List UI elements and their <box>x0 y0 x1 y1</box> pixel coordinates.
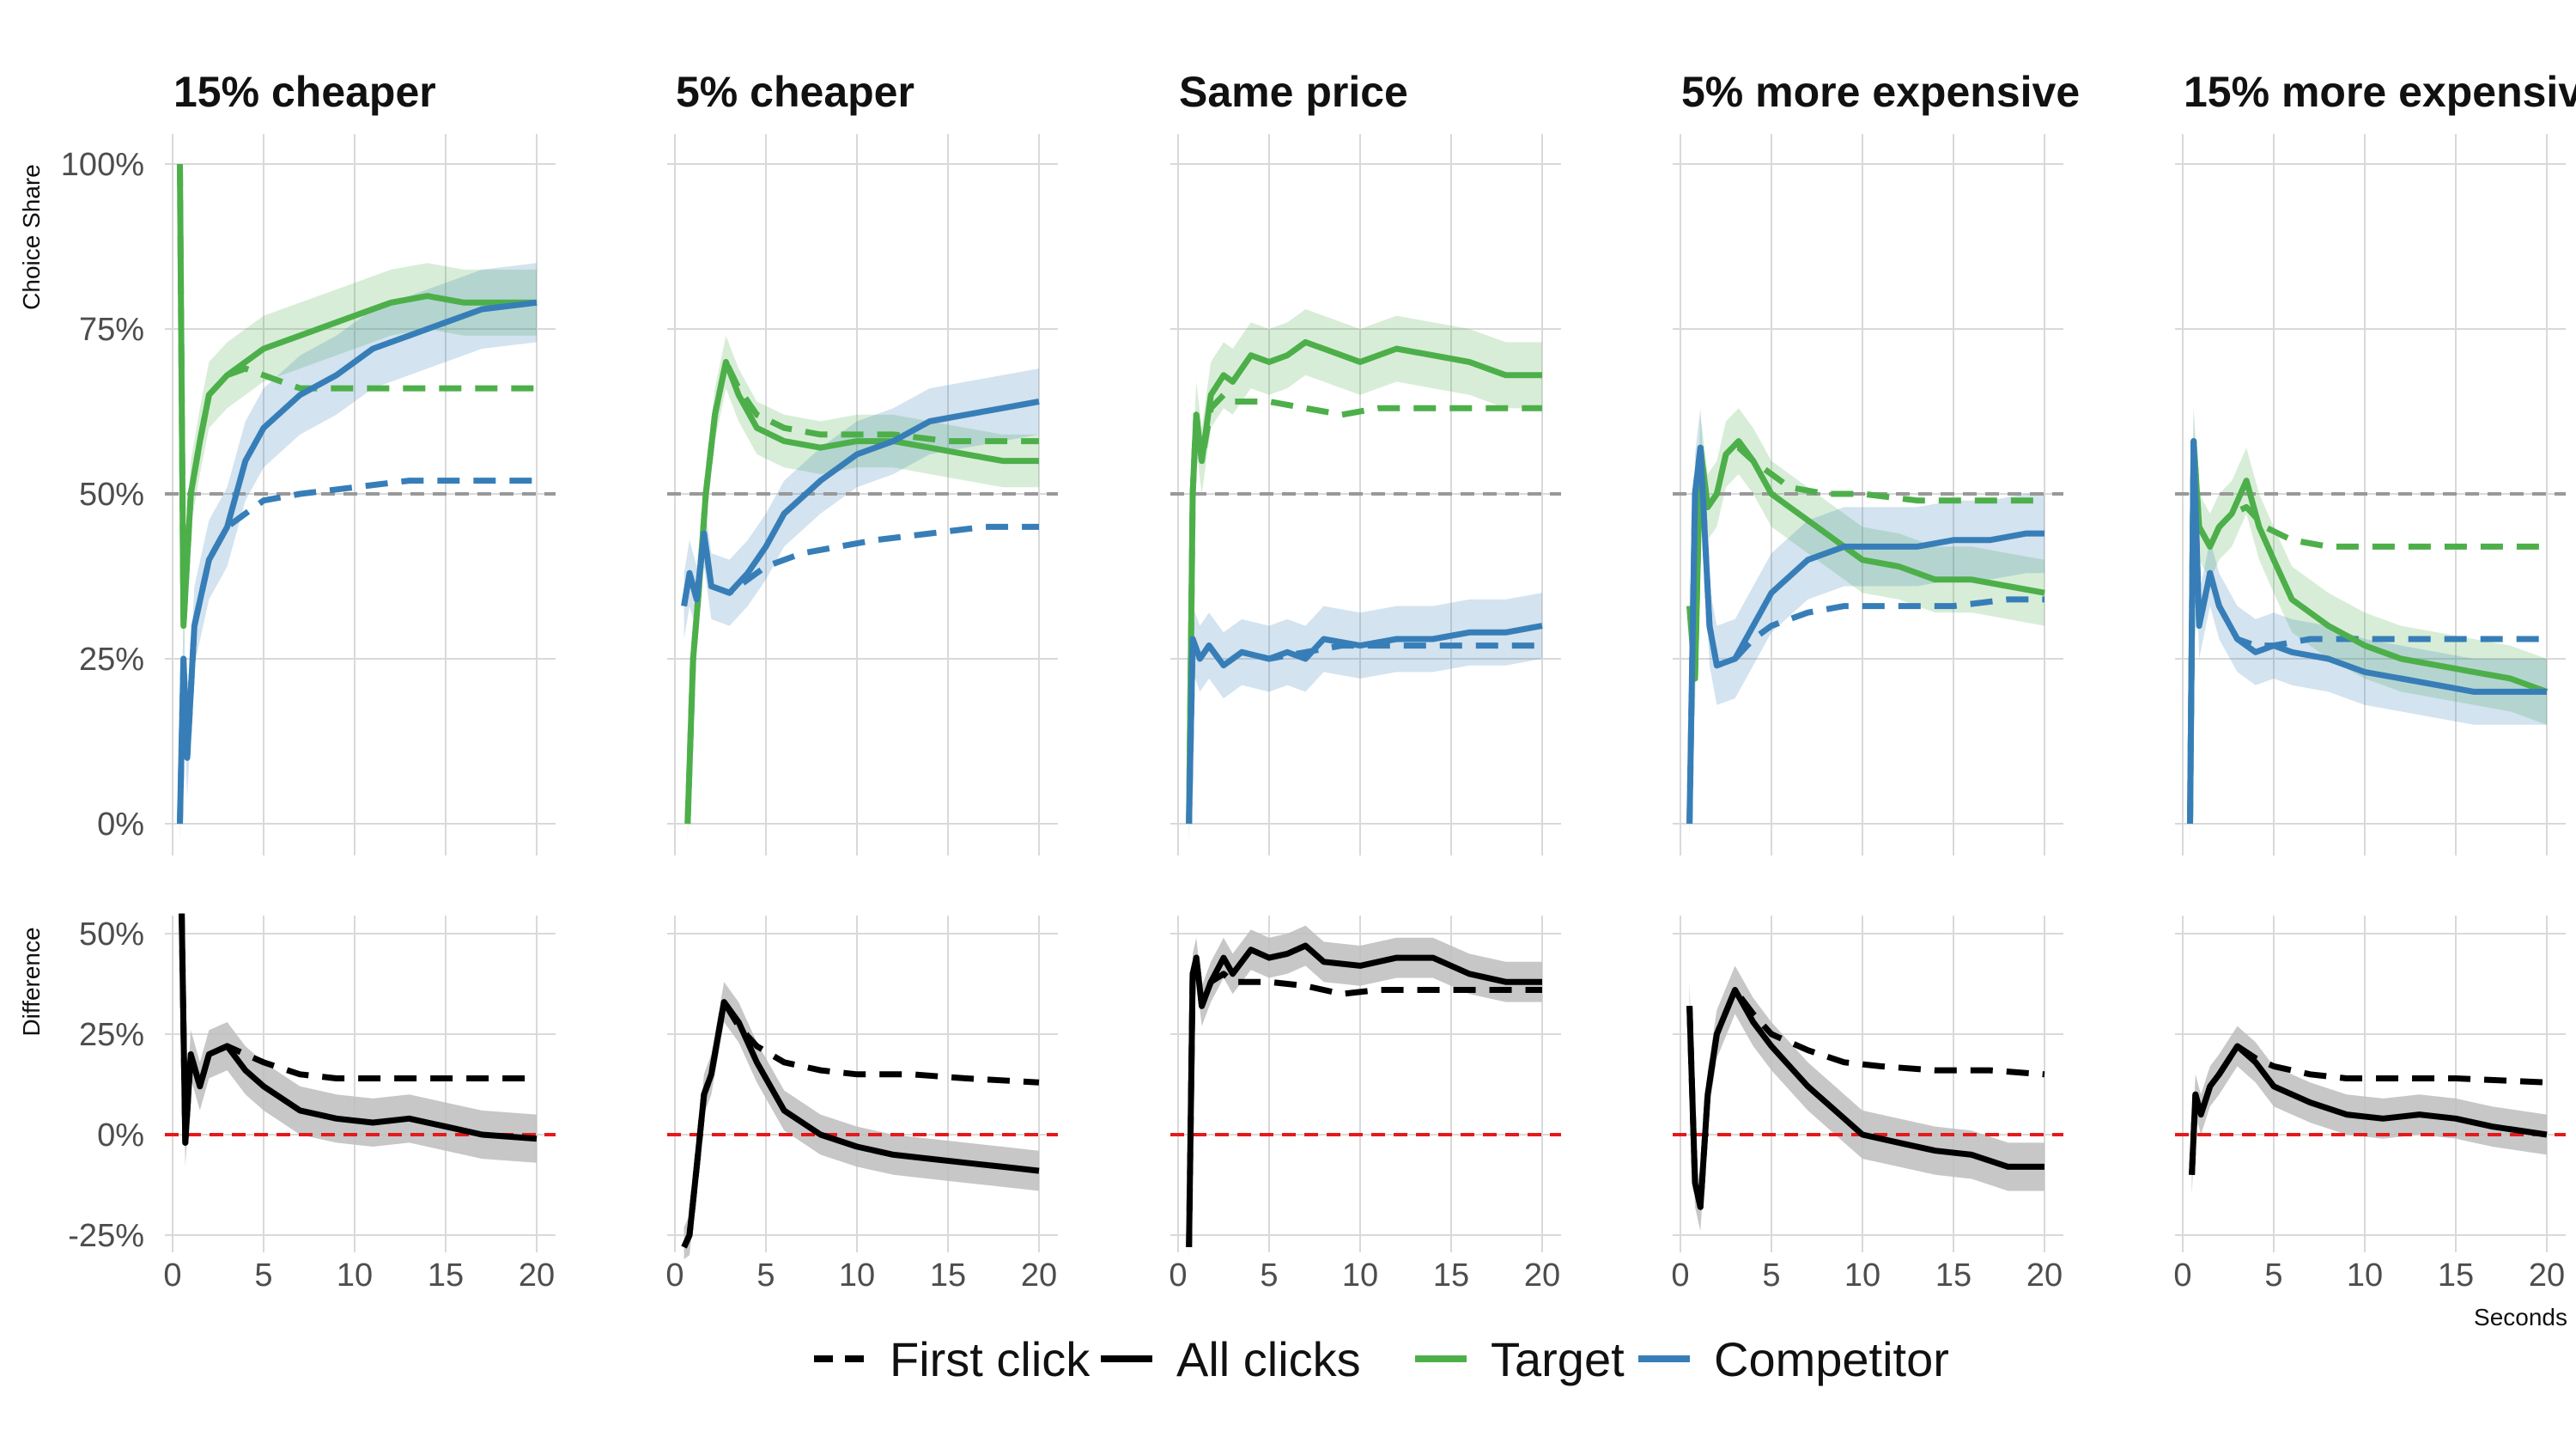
panel-1: 15% cheaper 0 5 10 15 20 0% 25% 50% 75% 100% -25% 0%… <box>18 68 556 1294</box>
chart-legend: Seconds First click All clicks Target Compet… <box>814 1304 2567 1386</box>
panel-title: 15% cheaper <box>173 68 436 116</box>
x-tick-label: 0 <box>1671 1257 1689 1294</box>
x-tick-label: 15 <box>930 1257 966 1294</box>
competitor-all-clicks-line <box>2187 438 2547 825</box>
legend-item: Target <box>1415 1332 1625 1386</box>
legend-label: All clicks <box>1176 1332 1361 1386</box>
x-tick-label: 5 <box>1762 1257 1780 1294</box>
competitor-confidence-band <box>1689 408 2044 843</box>
x-tick-label: 5 <box>2264 1257 2282 1294</box>
difference-first-click-line <box>1186 954 1542 1248</box>
target-all-clicks-line <box>177 163 537 630</box>
x-tick-label: 15 <box>428 1257 464 1294</box>
target-confidence-band <box>2190 408 2547 843</box>
x-tick-label: 20 <box>1524 1257 1560 1294</box>
competitor-confidence-band <box>179 263 537 843</box>
panel-title: 15% more expensive <box>2184 68 2576 116</box>
legend-item: Competitor <box>1638 1332 1949 1386</box>
x-axis-title: Seconds <box>2474 1304 2567 1330</box>
panel-5: 15% more expensive 0 5 10 15 20 <box>2173 68 2576 1294</box>
target-confidence-band <box>179 164 537 659</box>
difference-all-clicks-line <box>1686 987 2044 1210</box>
x-tick-label: 20 <box>2026 1257 2063 1294</box>
x-tick-label: 5 <box>254 1257 272 1294</box>
legend-label: Competitor <box>1714 1332 1949 1386</box>
difference-confidence-band <box>181 909 537 1167</box>
difference-all-clicks-line <box>179 913 538 1146</box>
x-tick-label: 10 <box>2347 1257 2383 1294</box>
y-axis-title-bottom: Difference <box>18 927 45 1036</box>
difference-confidence-band <box>683 982 1039 1260</box>
y-tick-label: 75% <box>79 312 144 348</box>
panel-4: 5% more expensive 0 5 10 15 20 <box>1671 68 2080 1294</box>
panel-title: 5% more expensive <box>1681 68 2080 116</box>
legend-item: All clicks <box>1101 1332 1361 1386</box>
competitor-all-clicks-line <box>177 299 538 825</box>
chart-panels: 15% cheaper 0 5 10 15 20 0% 25% 50% 75% 100% -25% 0%… <box>18 68 2576 1294</box>
x-tick-label: 5 <box>756 1257 775 1294</box>
y-tick-label: 25% <box>79 1017 144 1053</box>
target-first-click-line <box>684 358 1039 825</box>
y-tick-label: 0% <box>97 1117 144 1154</box>
legend-label: Target <box>1491 1332 1625 1386</box>
x-tick-label: 0 <box>163 1257 181 1294</box>
panel-3: Same price 0 5 10 15 20 <box>1169 68 1561 1294</box>
competitor-all-clicks-line <box>681 399 1040 607</box>
x-tick-label: 0 <box>665 1257 683 1294</box>
legend-label: First click <box>890 1332 1091 1386</box>
y-tick-label: 100% <box>61 147 144 183</box>
target-confidence-band <box>1188 309 1542 843</box>
panel-title: Same price <box>1179 68 1408 116</box>
x-tick-label: 0 <box>1169 1257 1187 1294</box>
difference-confidence-band <box>2191 1026 2547 1196</box>
y-tick-label: 25% <box>79 642 144 678</box>
x-tick-label: 15 <box>2438 1257 2474 1294</box>
panel-2: 5% cheaper 0 5 10 15 20 <box>665 68 1058 1294</box>
target-confidence-band <box>687 335 1039 843</box>
x-tick-label: 5 <box>1260 1257 1278 1294</box>
competitor-first-click-line <box>681 523 1039 607</box>
target-all-clicks-line <box>2187 438 2549 825</box>
y-tick-label: -25% <box>68 1218 144 1254</box>
x-tick-label: 0 <box>2173 1257 2191 1294</box>
panel-title: 5% cheaper <box>676 68 914 116</box>
x-tick-label: 10 <box>337 1257 373 1294</box>
competitor-all-clicks-line <box>1686 444 2044 825</box>
target-all-clicks-line <box>1186 338 1542 825</box>
x-tick-label: 10 <box>839 1257 875 1294</box>
legend-item: First click <box>814 1332 1091 1386</box>
x-tick-label: 20 <box>1021 1257 1057 1294</box>
competitor-confidence-band <box>2190 408 2547 843</box>
x-tick-label: 15 <box>1935 1257 1971 1294</box>
y-tick-label: 0% <box>97 807 144 843</box>
difference-all-clicks-line <box>681 999 1040 1249</box>
difference-all-clicks-line <box>1186 942 1542 1248</box>
y-tick-label: 50% <box>79 916 144 953</box>
y-axis-title-top: Choice Share <box>18 164 45 310</box>
x-tick-label: 10 <box>1844 1257 1880 1294</box>
difference-first-click-line <box>2189 1043 2548 1175</box>
x-tick-label: 20 <box>519 1257 555 1294</box>
x-tick-label: 20 <box>2529 1257 2565 1294</box>
x-tick-label: 10 <box>1342 1257 1378 1294</box>
y-tick-label: 50% <box>79 477 144 513</box>
difference-confidence-band <box>1689 965 2044 1232</box>
competitor-all-clicks-line <box>1186 623 1543 825</box>
competitor-confidence-band <box>683 368 1039 639</box>
difference-all-clicks-line <box>2189 1043 2548 1175</box>
x-tick-label: 15 <box>1433 1257 1469 1294</box>
